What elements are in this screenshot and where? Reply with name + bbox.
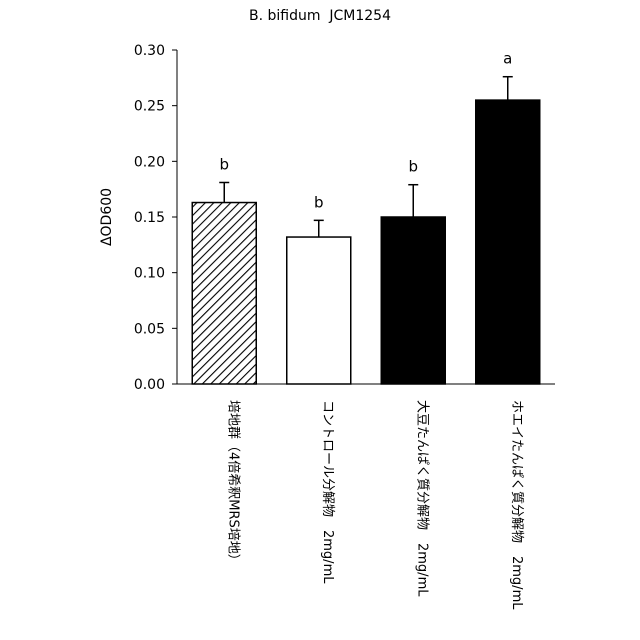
y-tick-label: 0.15 <box>134 210 165 226</box>
significance-label: b <box>408 158 418 176</box>
bar <box>476 100 540 384</box>
significance-label: b <box>219 155 229 173</box>
y-tick-label: 0.05 <box>134 321 165 337</box>
category-label: 大豆たんぱく質分解物 2mg/mL <box>414 400 429 597</box>
y-tick-label: 0.25 <box>134 99 165 115</box>
y-axis-title: ΔOD600 <box>99 188 115 246</box>
category-label: ホエイたんぱく質分解物 2mg/mL <box>509 400 524 610</box>
category-label: 培地群（4倍希釈MRS培地） <box>225 400 241 567</box>
significance-label: b <box>314 193 324 211</box>
y-tick-label: 0.10 <box>134 266 165 282</box>
y-tick-label: 0.00 <box>134 377 165 393</box>
y-tick-label: 0.20 <box>134 154 165 170</box>
significance-label: a <box>503 50 512 68</box>
y-tick-label: 0.30 <box>134 43 165 59</box>
bar <box>287 237 351 384</box>
category-label: コントロール分解物 2mg/mL <box>320 400 335 584</box>
bar <box>381 217 445 384</box>
bar <box>192 203 256 384</box>
